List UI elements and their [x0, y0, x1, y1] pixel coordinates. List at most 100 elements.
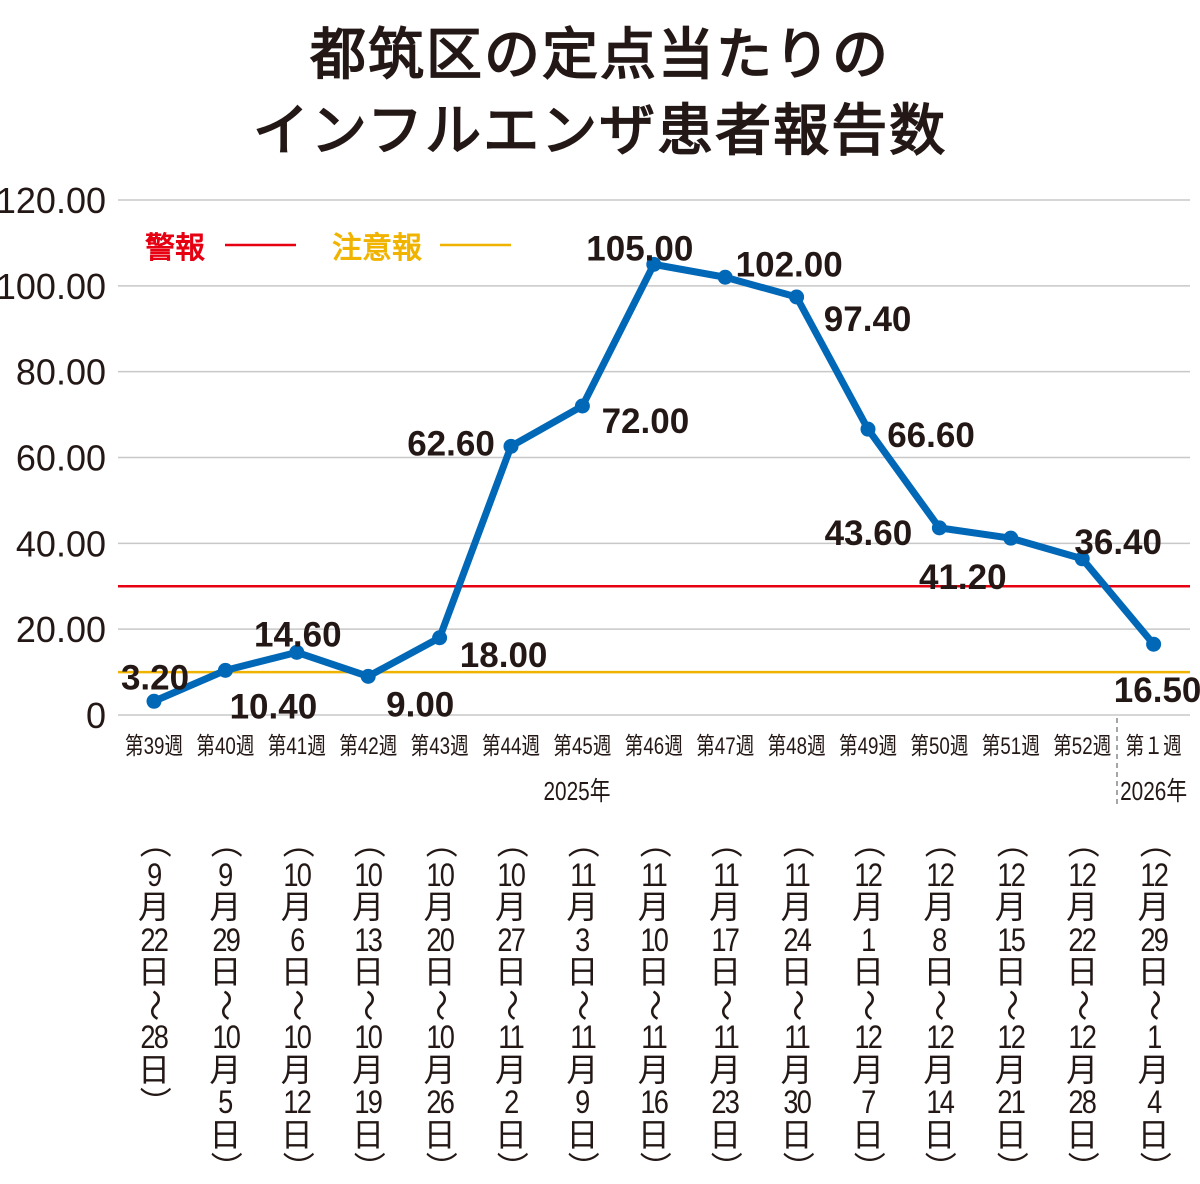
- date-range-char: 日: [494, 1116, 527, 1153]
- date-range-column: （10 月 20 日～ 10 月 26 日）: [415, 826, 465, 1184]
- date-range-column: （12 月 29 日～ 1 月 4 日）: [1129, 826, 1179, 1184]
- year-label: 2026年: [1120, 777, 1187, 806]
- data-point: [1146, 636, 1162, 652]
- date-range-char: ）: [421, 1151, 458, 1184]
- date-range-char: 9: [575, 1084, 591, 1120]
- date-range-char: 10: [283, 856, 312, 893]
- date-range-char: ）: [493, 1151, 530, 1184]
- date-range-char: 日: [851, 1116, 884, 1153]
- date-range-char: 月: [1137, 889, 1170, 925]
- date-range-column: （12 月 22 日～ 12 月 28 日）: [1057, 826, 1107, 1184]
- date-range-char: （: [850, 826, 887, 859]
- date-range-char: 月: [1066, 889, 1099, 925]
- date-range-char: ）: [350, 1151, 387, 1184]
- y-tick-label: 40.00: [16, 523, 106, 564]
- date-range-char: ）: [993, 1151, 1030, 1184]
- date-range-char: 5: [218, 1084, 234, 1120]
- date-range-char: 日: [423, 1116, 456, 1153]
- date-range-char: 日: [780, 954, 813, 990]
- date-range-column: （12 月 15 日～ 12 月 21 日）: [986, 826, 1036, 1184]
- x-tick-label: 第50週: [910, 733, 968, 760]
- date-range-column: （9 月 22 日～ 28 日）: [129, 826, 179, 1119]
- y-tick-label: 20.00: [16, 609, 106, 650]
- data-label: 72.00: [602, 402, 690, 441]
- date-range-char: 月: [851, 889, 884, 925]
- data-point: [146, 693, 162, 709]
- date-range-char: 30: [783, 1084, 812, 1120]
- date-range-char: 月: [637, 889, 670, 925]
- year-label: 2025年: [543, 777, 610, 806]
- date-range-char: 日: [566, 1116, 599, 1153]
- x-tick-label: 第１週: [1126, 733, 1182, 760]
- data-label: 16.50: [1114, 671, 1200, 710]
- data-label: 9.00: [386, 685, 454, 724]
- x-tick-label: 第43週: [410, 733, 468, 760]
- date-range-char: ）: [707, 1151, 744, 1184]
- date-range-char: ～: [279, 988, 316, 1021]
- chart-title-line-2: インフルエンザ患者報告数: [252, 99, 948, 164]
- date-range-char: （: [778, 826, 815, 859]
- data-point: [289, 644, 305, 660]
- x-tick-label: 第46週: [625, 733, 683, 760]
- date-range-char: 7: [861, 1084, 876, 1120]
- date-range-char: 11: [784, 1019, 811, 1055]
- date-range-char: 月: [280, 889, 313, 925]
- date-range-char: 月: [923, 889, 956, 925]
- date-range-char: （: [279, 826, 316, 859]
- date-range-char: 28: [1068, 1084, 1098, 1120]
- data-label: 36.40: [1074, 523, 1162, 562]
- data-point: [1003, 530, 1019, 546]
- data-point: [931, 520, 947, 536]
- data-label: 102.00: [736, 245, 843, 284]
- date-range-char: 29: [211, 921, 241, 958]
- date-range-char: ～: [778, 988, 815, 1021]
- date-range-char: 12: [283, 1084, 312, 1120]
- date-range-char: （: [207, 826, 244, 859]
- date-range-char: 日: [209, 1116, 242, 1153]
- date-range-char: 11: [641, 1019, 668, 1055]
- date-range-char: 月: [494, 1051, 527, 1088]
- date-range-char: 日: [1137, 1116, 1170, 1153]
- date-range-char: 日: [280, 1116, 313, 1153]
- date-range-char: ）: [564, 1151, 601, 1184]
- data-label: 41.20: [919, 558, 1007, 597]
- date-range-char: ）: [850, 1151, 887, 1184]
- date-range-char: ）: [921, 1151, 958, 1184]
- date-range-char: 12: [854, 1019, 884, 1055]
- date-range-char: 月: [352, 1051, 385, 1088]
- date-range-char: 14: [925, 1084, 955, 1120]
- date-range-char: 22: [1068, 921, 1098, 958]
- date-range-char: （: [421, 826, 458, 859]
- date-range-char: ）: [136, 1086, 173, 1119]
- date-range-char: 11: [712, 1019, 740, 1055]
- date-range-char: 15: [997, 921, 1026, 958]
- date-range-char: 12: [925, 1019, 955, 1055]
- date-range-char: 日: [494, 954, 527, 990]
- date-range-char: 日: [923, 954, 956, 990]
- date-range-column: （12 月 8 日～ 12 月 14 日）: [914, 826, 964, 1184]
- data-point: [217, 662, 233, 678]
- legend-label: 注意報: [332, 231, 423, 266]
- date-range-char: 月: [923, 1051, 956, 1088]
- date-range-char: 6: [290, 921, 305, 958]
- date-range-char: 1: [1146, 1019, 1162, 1055]
- date-range-char: 26: [426, 1084, 455, 1120]
- date-range-char: 月: [780, 1051, 813, 1088]
- date-range-char: 10: [640, 921, 669, 958]
- date-range-char: （: [493, 826, 530, 859]
- x-tick-label: 第40週: [196, 733, 254, 760]
- date-range-char: 月: [1066, 1051, 1099, 1088]
- date-range-char: 12: [997, 856, 1026, 893]
- date-range-char: 日: [423, 954, 456, 990]
- date-range-char: 日: [352, 954, 385, 990]
- date-range-char: ）: [778, 1151, 815, 1184]
- y-tick-label: 80.00: [16, 352, 106, 393]
- date-range-char: 日: [994, 1116, 1027, 1153]
- data-point: [860, 421, 876, 437]
- date-range-char: （: [707, 826, 744, 859]
- date-range-char: 13: [354, 921, 384, 958]
- data-point: [717, 269, 733, 285]
- data-point: [574, 398, 590, 414]
- date-range-char: 月: [566, 889, 599, 925]
- date-range-char: （: [350, 826, 387, 859]
